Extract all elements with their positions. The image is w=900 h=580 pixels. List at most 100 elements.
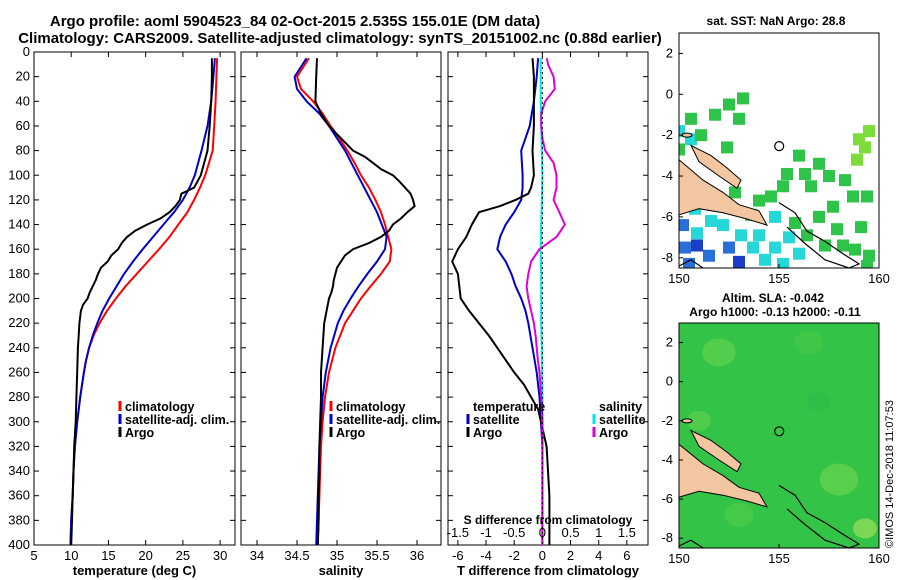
temperature-series-satellite-adj-clim- xyxy=(69,58,216,546)
depth-tick-label: 60 xyxy=(16,118,30,133)
salinity-difference-tick-label: 0 xyxy=(539,525,546,540)
depth-tick-label: 220 xyxy=(8,315,30,330)
sst-cell xyxy=(793,247,805,260)
sla-lat-tick-label: -8 xyxy=(661,530,673,545)
difference-salinity-legend-label: salinity xyxy=(599,400,642,414)
figure-title-line1: Argo profile: aoml 5904523_84 02-Oct-201… xyxy=(50,13,540,30)
difference-salinity-legend-label: satellite xyxy=(599,413,646,427)
sst-cell xyxy=(851,153,863,166)
sst-cell xyxy=(805,180,817,193)
sla-lat-tick-label: -4 xyxy=(661,452,673,467)
depth-tick-label: 320 xyxy=(8,438,30,453)
depth-tick-label: 340 xyxy=(8,463,30,478)
depth-tick-label: 160 xyxy=(8,241,30,256)
salinity-xtick-label: 34 xyxy=(250,548,264,563)
coastline-new-britain xyxy=(679,443,769,508)
sst-cell xyxy=(823,170,835,183)
sla-anomaly-patch xyxy=(702,338,736,367)
salinity-difference-tick-label: -1.5 xyxy=(447,525,469,540)
sst-cell xyxy=(703,249,715,262)
sst-cell xyxy=(683,257,695,268)
coastline-png-mainland xyxy=(679,539,704,548)
sla-anomaly-patch xyxy=(687,410,711,431)
sst-cell xyxy=(733,255,745,268)
temperature-xtick-label: 25 xyxy=(176,548,190,563)
sst-cell xyxy=(819,239,831,252)
sst-cell xyxy=(705,215,717,227)
sst-cell xyxy=(827,200,839,213)
sst-lon-tick-label: 160 xyxy=(868,271,890,286)
sst-cell xyxy=(679,241,691,254)
sst-argo-marker xyxy=(774,141,785,152)
depth-tick-label: 200 xyxy=(8,291,30,306)
temperature-legend-label: climatology xyxy=(125,400,195,414)
difference-xtick-label: -2 xyxy=(508,548,520,563)
coastline-solomons xyxy=(778,484,861,548)
sst-cell xyxy=(861,259,873,268)
temperature-xlabel: temperature (deg C) xyxy=(73,563,197,578)
sst-cell xyxy=(759,253,771,266)
salinity-legend-label: satellite-adj. clim. xyxy=(336,413,440,427)
sst-lon-tick-label: 155 xyxy=(768,271,790,286)
temperature-plot-frame xyxy=(33,51,236,546)
sst-cell xyxy=(849,243,861,256)
salinity-difference-tick-label: 1.5 xyxy=(618,525,636,540)
sst-cell xyxy=(769,210,781,223)
sst-cell xyxy=(853,133,865,146)
sst-cell xyxy=(813,210,825,223)
depth-tick-label: 300 xyxy=(8,414,30,429)
sst-cell xyxy=(691,239,703,252)
sst-cell xyxy=(709,108,721,121)
depth-tick-label: 180 xyxy=(8,266,30,281)
temperature-series-argo xyxy=(70,58,213,546)
sla-anomaly-patch xyxy=(724,502,754,527)
copyright-stamp: ©IMOS 14-Dec-2018 11:07:53 xyxy=(884,400,896,548)
difference-temperature-legend-label: Argo xyxy=(473,426,503,440)
sla-anomaly-patch xyxy=(819,463,859,496)
depth-tick-label: 40 xyxy=(16,93,30,108)
salinity-legend-label: climatology xyxy=(336,400,406,414)
sst-cell xyxy=(847,190,859,203)
depth-tick-label: 380 xyxy=(8,512,30,527)
sst-cell xyxy=(753,194,765,207)
sst-cell xyxy=(855,221,867,234)
sst-lon-tick-label: 150 xyxy=(668,271,690,286)
depth-tick-label: 240 xyxy=(8,340,30,355)
sst-cell xyxy=(793,149,805,162)
sst-cell xyxy=(799,168,811,180)
sla-map-title: Altim. SLA: -0.042 xyxy=(722,291,824,305)
depth-tick-label: 0 xyxy=(23,44,30,59)
sst-cell xyxy=(777,180,789,193)
sst-cell xyxy=(737,92,749,105)
sla-argo-marker xyxy=(774,426,785,437)
sst-cell xyxy=(729,186,741,199)
sst-cell xyxy=(721,141,733,154)
sst-cell xyxy=(679,143,685,156)
sst-cell xyxy=(813,157,825,170)
sst-cell xyxy=(831,223,843,236)
coastline-solomons xyxy=(778,202,861,268)
salinity-series-argo xyxy=(314,58,416,546)
sst-cell xyxy=(837,239,849,252)
sla-anomaly-patch xyxy=(853,518,877,539)
salinity-difference-tick-label: -1 xyxy=(480,525,492,540)
depth-tick-label: 260 xyxy=(8,364,30,379)
sla-lat-tick-label: -2 xyxy=(661,413,673,428)
salinity-difference-tick-label: -0.5 xyxy=(503,525,525,540)
sst-cell xyxy=(769,241,781,254)
sla-lon-tick-label: 160 xyxy=(868,551,890,566)
sst-cell xyxy=(695,129,707,142)
difference-xtick-label: -6 xyxy=(452,548,464,563)
difference-xtick-label: 2 xyxy=(567,548,574,563)
temperature-xtick-label: 10 xyxy=(64,548,78,563)
salinity-xlabel: salinity xyxy=(319,563,365,578)
sst-cell xyxy=(733,112,745,125)
sst-cell xyxy=(861,190,873,203)
difference-xtick-label: 6 xyxy=(623,548,630,563)
salinity-xtick-label: 34.5 xyxy=(284,548,309,563)
depth-tick-label: 80 xyxy=(16,143,30,158)
coastline-new-ireland xyxy=(689,144,742,190)
sla-lat-tick-label: 0 xyxy=(666,374,673,389)
